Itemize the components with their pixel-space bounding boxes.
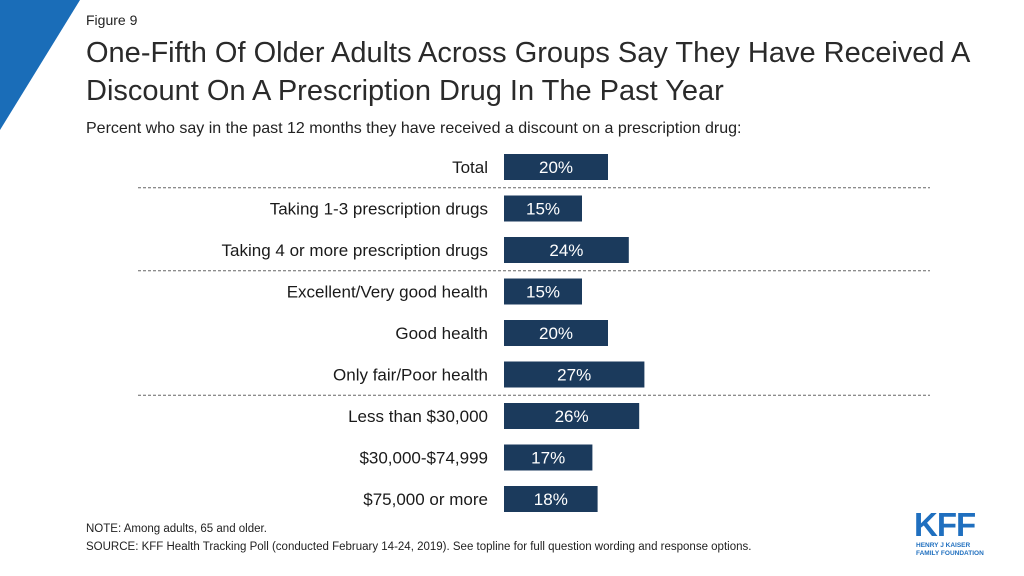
bar-value-label: 20% — [539, 324, 573, 343]
bar — [504, 278, 582, 305]
category-label: Excellent/Very good health — [287, 283, 488, 302]
category-label: Good health — [395, 324, 488, 343]
bar — [504, 444, 593, 471]
bar-value-label: 15% — [526, 283, 560, 302]
category-label: $30,000-$74,999 — [359, 449, 488, 468]
bar-value-label: 15% — [526, 200, 560, 219]
bar — [504, 403, 640, 429]
figure-label: Figure 9 — [86, 12, 138, 28]
chart-subtitle: Percent who say in the past 12 months th… — [86, 120, 742, 137]
category-label: Only fair/Poor health — [333, 366, 488, 385]
bar — [504, 361, 645, 388]
category-label: Less than $30,000 — [348, 407, 488, 426]
bar — [504, 154, 608, 180]
category-label: Total — [452, 158, 488, 177]
category-label: $75,000 or more — [363, 490, 488, 509]
bar — [504, 486, 598, 512]
category-label: Taking 1-3 prescription drugs — [270, 200, 488, 219]
corner-accent-shape — [0, 0, 80, 130]
chart-note: NOTE: Among adults, 65 and older. — [86, 523, 267, 535]
bar-value-label: 18% — [534, 490, 568, 509]
bar — [504, 237, 629, 263]
chart-title: One-Fifth Of Older Adults Across Groups … — [86, 37, 969, 107]
bar-value-label: 20% — [539, 158, 573, 177]
bar — [504, 320, 608, 346]
bar-value-label: 27% — [557, 366, 591, 385]
bar-value-label: 24% — [549, 241, 583, 260]
bar-value-label: 26% — [555, 407, 589, 426]
bar — [504, 195, 582, 222]
chart-source: SOURCE: KFF Health Tracking Poll (conduc… — [86, 541, 752, 553]
kff-logo: KFF HENRY J KAISER FAMILY FOUNDATION — [914, 506, 994, 558]
bar-value-label: 17% — [531, 449, 565, 468]
logo-text: KFF — [914, 506, 976, 543]
logo-subtitle-line1: HENRY J KAISER — [916, 542, 971, 549]
logo-subtitle: HENRY J KAISER FAMILY FOUNDATION — [916, 542, 984, 558]
logo-subtitle-line2: FAMILY FOUNDATION — [916, 550, 984, 557]
category-label: Taking 4 or more prescription drugs — [222, 241, 488, 260]
